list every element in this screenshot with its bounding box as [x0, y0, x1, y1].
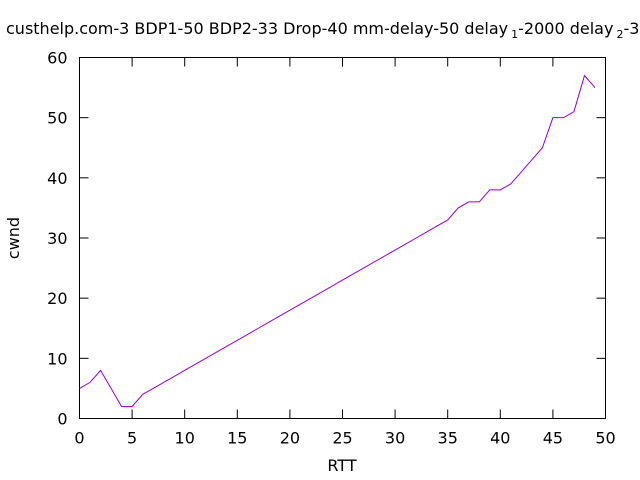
x-tick-label: 50	[595, 429, 615, 448]
x-tick-label: 5	[127, 429, 137, 448]
y-tick-label: 20	[47, 289, 67, 308]
x-axis-label: RTT	[327, 456, 356, 475]
y-axis-label: cwnd	[4, 217, 23, 259]
x-tick-label: 20	[280, 429, 300, 448]
chart-title: custhelp.com-3 BDP1-50 BDP2-33 Drop-40 m…	[6, 19, 639, 41]
x-tick-label: 15	[227, 429, 247, 448]
x-tick-label: 35	[438, 429, 458, 448]
x-tick-label: 45	[543, 429, 563, 448]
title-subscript-1: 1	[511, 28, 518, 41]
y-tick-label: 50	[47, 109, 67, 128]
x-tick-label: 10	[175, 429, 195, 448]
plot-frame	[79, 57, 606, 419]
y-axis: 0 10 20 30 40 50 60	[47, 49, 606, 429]
y-tick-label: 0	[57, 410, 67, 429]
y-tick-label: 30	[47, 229, 67, 248]
y-tick-label: 60	[47, 49, 67, 68]
title-subscript-2: 2	[616, 28, 623, 41]
x-tick-label: 30	[385, 429, 405, 448]
series-line	[79, 74, 596, 407]
x-tick-label: 40	[490, 429, 510, 448]
x-tick-label: 0	[74, 429, 84, 448]
y-tick-label: 40	[47, 169, 67, 188]
y-tick-label: 10	[47, 349, 67, 368]
x-tick-label: 25	[332, 429, 352, 448]
x-axis: 0 5 10 15 20 25 30 35 40 45 50	[74, 57, 616, 448]
